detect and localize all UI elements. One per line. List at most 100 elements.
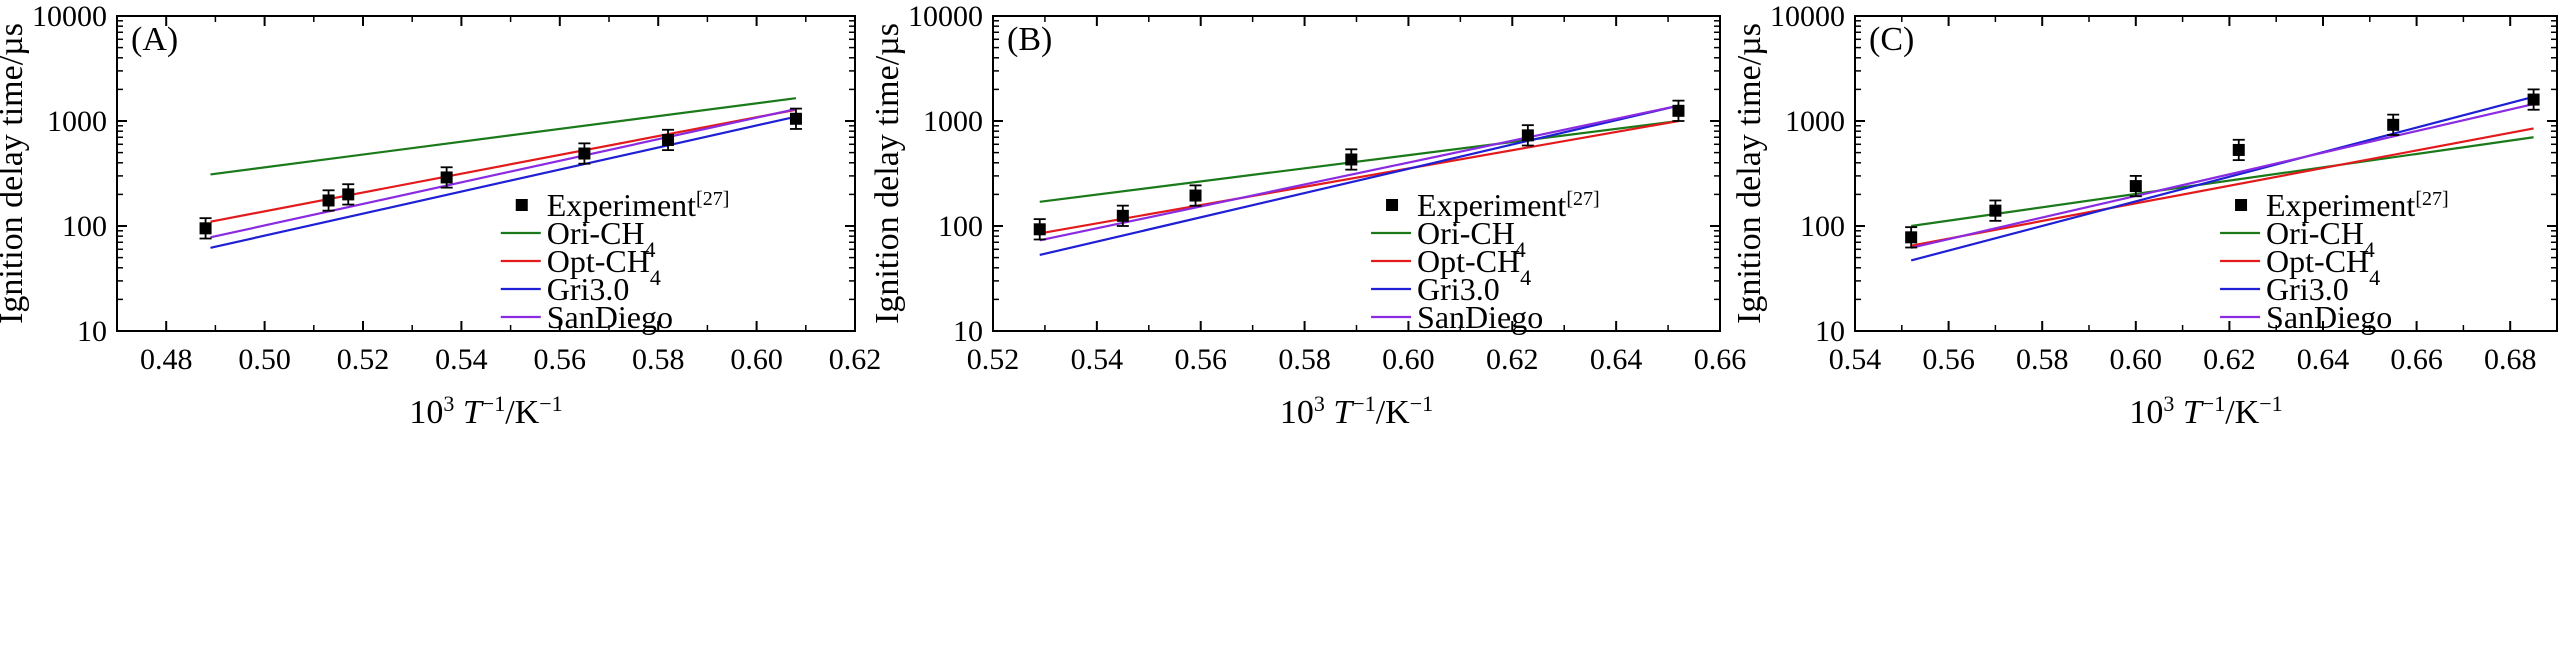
series-line-ori-ch4 — [210, 97, 797, 176]
x-tick-label: 0.56 — [534, 343, 587, 376]
x-axis-label: 103 T−1/K−1 — [1280, 391, 1433, 432]
legend-label-opt-ch4: Opt-CH4 — [1417, 243, 1531, 290]
x-tick-label: 0.58 — [2016, 343, 2069, 376]
legend-marker-experiment — [1386, 199, 1399, 211]
experiment-point — [1905, 231, 1918, 244]
legend-label-ori-ch4: Ori-CH4 — [547, 215, 656, 262]
series-line-ori-ch4 — [1911, 136, 2534, 228]
experiment-point — [2387, 118, 2400, 131]
plot-frame — [1854, 15, 2558, 332]
x-tick-label: 0.62 — [2203, 343, 2256, 376]
x-tick-label: 0.66 — [1694, 343, 1747, 376]
y-axis-label: Ignition delay time/µs — [869, 23, 906, 324]
legend-label-sandiego: SanDiego — [547, 299, 673, 335]
y-tick-label: 10 — [77, 315, 107, 348]
x-tick-label: 0.62 — [829, 343, 882, 376]
series-line-sandiego — [1039, 104, 1679, 242]
experiment-point — [1033, 223, 1046, 236]
legend-label-sandiego: SanDiego — [2266, 299, 2392, 335]
experiment-point — [1989, 204, 2002, 217]
x-tick-label: 0.50 — [238, 343, 291, 376]
experiment-point — [342, 188, 355, 201]
x-tick-label: 0.54 — [435, 343, 488, 376]
experiment-point — [662, 133, 675, 146]
experiment-point — [578, 147, 591, 160]
panel-label: (A) — [131, 21, 178, 58]
legend-label-sandiego: SanDiego — [1417, 299, 1543, 335]
legend-marker-experiment — [2235, 199, 2248, 211]
legend-label-ori-ch4: Ori-CH4 — [2266, 215, 2375, 262]
x-axis-label: 103 T−1/K−1 — [409, 391, 562, 432]
legend-label-experiment: Experiment[27] — [2266, 187, 2449, 223]
x-tick-label: 0.56 — [1922, 343, 1975, 376]
series-line-gri3-0 — [1039, 104, 1679, 257]
experiment-point — [1345, 153, 1358, 166]
x-tick-label: 0.68 — [2484, 343, 2537, 376]
experiment-point — [1116, 209, 1129, 222]
series-line-opt-ch4 — [1910, 127, 2534, 247]
x-tick-label: 0.64 — [1590, 343, 1643, 376]
series-line-ori-ch4 — [1039, 119, 1679, 203]
chart-panel-a: 0.48 0.50 0.52 0.54 0.56 0.58 0.60 0.62 10 100 100… — [0, 0, 881, 431]
series-line-gri3-0 — [210, 115, 797, 249]
experiment-point — [1189, 189, 1202, 202]
panel-label: (C) — [1869, 21, 1914, 58]
x-tick-label: 0.64 — [2297, 343, 2350, 376]
experiment-point — [789, 112, 802, 125]
experiment-point — [1672, 104, 1685, 117]
legend-label-ori-ch4: Ori-CH4 — [1417, 215, 1526, 262]
y-tick-label: 100 — [938, 210, 983, 243]
plot-frame — [116, 15, 856, 332]
y-tick-label: 1000 — [1785, 105, 1845, 138]
x-tick-label: 0.54 — [1071, 343, 1124, 376]
y-tick-label: 10000 — [1770, 0, 1845, 33]
x-tick-label: 0.60 — [730, 343, 783, 376]
experiment-point — [322, 194, 335, 207]
x-tick-label: 0.48 — [140, 343, 193, 376]
y-tick-label: 10 — [1815, 315, 1845, 348]
x-tick-label: 0.60 — [1382, 343, 1435, 376]
y-tick-label: 10 — [953, 315, 983, 348]
experiment-point — [199, 222, 212, 235]
series-line-opt-ch4 — [1039, 119, 1679, 235]
legend-label-opt-ch4: Opt-CH4 — [2266, 243, 2380, 290]
experiment-point — [2232, 143, 2245, 156]
x-axis-label: 103 T−1/K−1 — [2129, 391, 2282, 432]
y-tick-label: 1000 — [923, 105, 983, 138]
y-axis-label: Ignition delay time/µs — [1731, 23, 1768, 324]
series-line-sandiego — [1910, 102, 2534, 249]
chart-panel-b: 0.52 0.54 0.56 0.58 0.60 0.62 0.64 0.66 10 100 100… — [869, 0, 1746, 431]
y-tick-label: 10000 — [32, 0, 107, 33]
x-tick-label: 0.62 — [1486, 343, 1539, 376]
chart-panel-c: 0.54 0.56 0.58 0.60 0.62 0.64 0.66 0.68 10 100 100… — [1731, 0, 2558, 432]
legend-label-experiment: Experiment[27] — [1417, 187, 1600, 223]
x-tick-label: 0.56 — [1174, 343, 1227, 376]
series-line-gri3-0 — [1910, 95, 2534, 262]
legend-marker-experiment — [515, 199, 528, 211]
x-tick-label: 0.66 — [2390, 343, 2443, 376]
y-tick-label: 1000 — [47, 105, 107, 138]
x-tick-label: 0.58 — [1278, 343, 1331, 376]
x-tick-label: 0.52 — [967, 343, 1020, 376]
x-tick-label: 0.52 — [337, 343, 390, 376]
y-tick-label: 100 — [62, 210, 107, 243]
panel-label: (B) — [1007, 21, 1052, 58]
series-line-opt-ch4 — [210, 108, 797, 223]
legend-label-opt-ch4: Opt-CH4 — [547, 243, 661, 290]
y-tick-label: 100 — [1800, 210, 1845, 243]
y-axis-label: Ignition delay time/µs — [0, 23, 30, 324]
x-tick-label: 0.54 — [1829, 343, 1882, 376]
x-tick-label: 0.58 — [632, 343, 685, 376]
legend-label-gri3-0: Gri3.0 — [547, 271, 630, 307]
y-tick-label: 10000 — [908, 0, 983, 33]
experiment-point — [440, 171, 453, 184]
experiment-point — [1521, 129, 1534, 142]
legend-label-gri3-0: Gri3.0 — [2266, 271, 2349, 307]
legend-label-experiment: Experiment[27] — [547, 187, 730, 223]
experiment-point — [2527, 93, 2540, 106]
legend-label-gri3-0: Gri3.0 — [1417, 271, 1500, 307]
experiment-point — [2129, 180, 2142, 193]
series-line-sandiego — [210, 107, 797, 239]
x-tick-label: 0.60 — [2110, 343, 2163, 376]
